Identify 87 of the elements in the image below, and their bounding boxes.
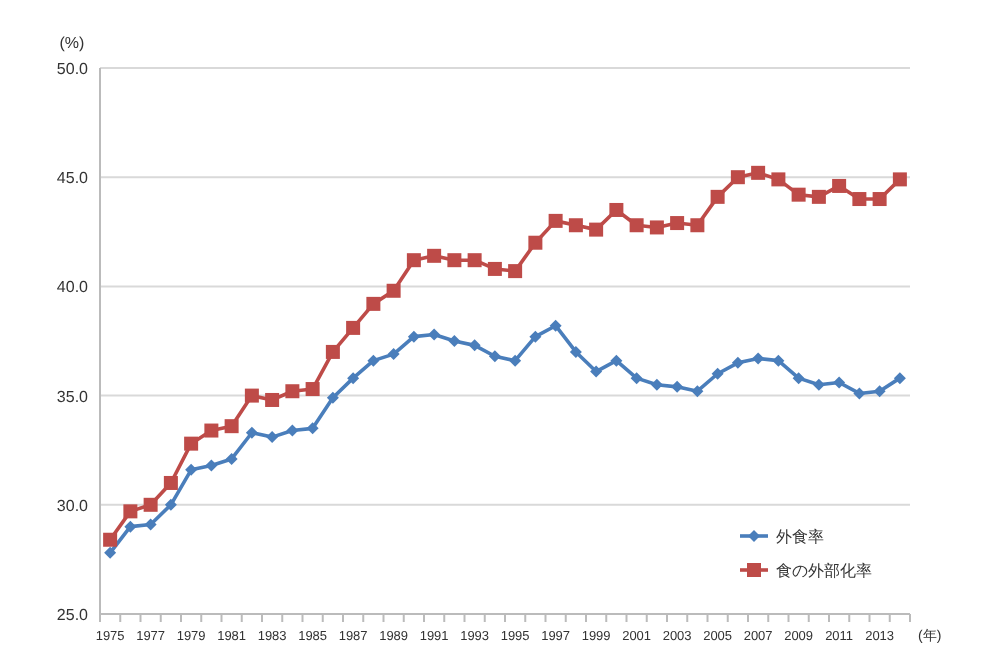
point <box>163 475 178 490</box>
point <box>204 423 219 438</box>
y-tick-label: 35.0 <box>56 387 90 406</box>
y-tick-label: 50.0 <box>56 60 90 78</box>
point <box>366 296 381 311</box>
point <box>873 385 886 398</box>
point <box>225 452 238 465</box>
point <box>528 235 543 250</box>
point <box>751 165 766 180</box>
point <box>590 365 603 378</box>
point <box>184 436 199 451</box>
point <box>650 378 663 391</box>
legend-label: 外食率 <box>776 528 824 546</box>
point <box>406 253 421 268</box>
point <box>467 253 482 268</box>
point <box>893 372 906 385</box>
point <box>710 189 725 204</box>
point <box>164 498 177 511</box>
point <box>752 352 765 365</box>
point <box>123 504 138 519</box>
y-tick-label: 25.0 <box>56 606 90 624</box>
point <box>347 372 360 385</box>
point <box>792 372 805 385</box>
point <box>649 220 664 235</box>
point <box>367 354 380 367</box>
point <box>468 339 481 352</box>
point <box>548 213 563 228</box>
point <box>832 178 847 193</box>
point <box>285 384 300 399</box>
point <box>244 388 259 403</box>
point <box>104 546 117 559</box>
y-tick-label: 45.0 <box>56 169 90 188</box>
point <box>508 264 523 279</box>
point <box>286 424 299 437</box>
point <box>730 170 745 185</box>
y-tick-label: 30.0 <box>56 496 90 515</box>
point <box>549 319 562 332</box>
y-axis-title: (%) <box>59 34 86 52</box>
point <box>731 356 744 369</box>
point <box>447 253 462 268</box>
point <box>630 372 643 385</box>
point <box>629 218 644 233</box>
point <box>671 380 684 393</box>
point <box>265 392 280 407</box>
point <box>670 216 685 231</box>
point <box>245 426 258 439</box>
point <box>892 172 907 187</box>
point <box>852 192 867 207</box>
point <box>205 459 218 472</box>
point <box>812 378 825 391</box>
point <box>386 283 401 298</box>
point <box>325 344 340 359</box>
point <box>326 391 339 404</box>
point <box>771 172 786 187</box>
point <box>589 222 604 237</box>
legend-label: 食の外部化率 <box>776 562 872 580</box>
point <box>305 382 320 397</box>
point <box>691 385 704 398</box>
point <box>610 354 623 367</box>
point <box>872 192 887 207</box>
point <box>569 345 582 358</box>
point <box>609 202 624 217</box>
point <box>833 376 846 389</box>
point <box>224 419 239 434</box>
point <box>266 431 279 444</box>
point <box>103 532 118 547</box>
point <box>387 348 400 361</box>
point <box>811 189 826 204</box>
point <box>143 497 158 512</box>
point <box>488 350 501 363</box>
point <box>853 387 866 400</box>
point <box>791 187 806 202</box>
point <box>144 518 157 531</box>
point <box>529 330 542 343</box>
point <box>568 218 583 233</box>
point <box>690 218 705 233</box>
point <box>185 463 198 476</box>
point <box>346 320 361 335</box>
point <box>772 354 785 367</box>
point <box>427 248 442 263</box>
point <box>509 354 522 367</box>
point <box>448 335 461 347</box>
point <box>487 261 502 276</box>
y-tick-label: 40.0 <box>56 278 90 297</box>
point <box>711 367 724 380</box>
point <box>407 330 420 343</box>
point <box>428 328 441 341</box>
